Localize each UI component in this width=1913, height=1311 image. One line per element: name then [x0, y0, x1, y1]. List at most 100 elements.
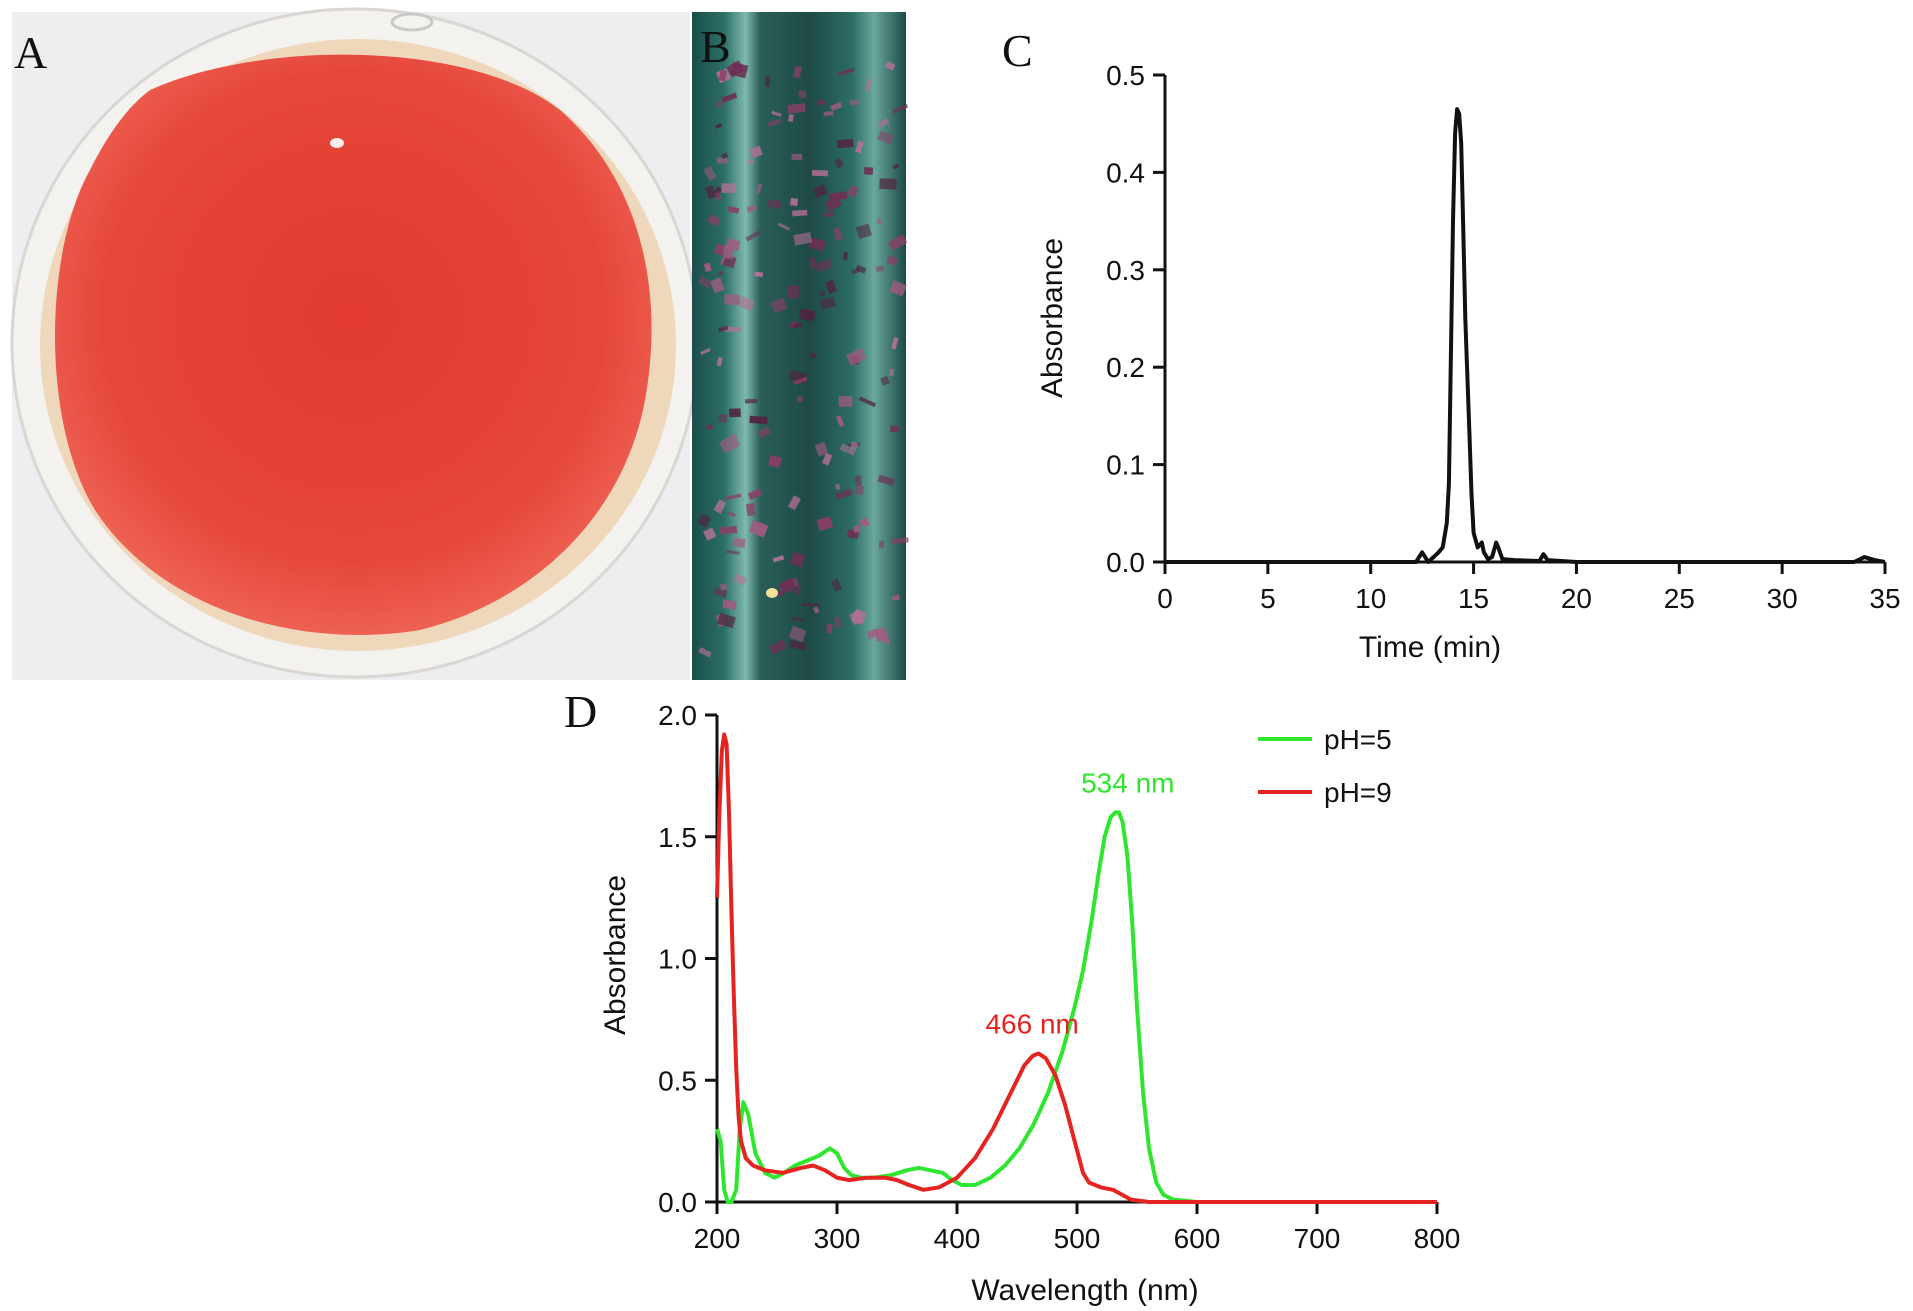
crystal-fleck — [875, 265, 885, 273]
panel-c-chromatogram: C 0 5 10 15 20 25 30 35 0.0 0.1 0.2 0.3 0.4 0.5 Time … — [1002, 25, 1901, 664]
crystal-fleck — [837, 67, 855, 77]
crystal-fleck — [855, 223, 873, 240]
crystal-fleck — [772, 555, 785, 563]
crystal-fleck — [771, 110, 782, 117]
crystal-fleck — [748, 519, 769, 538]
crystal-fleck — [716, 157, 728, 164]
legend-label-ph5: pH=5 — [1324, 724, 1392, 755]
crystal-fleck — [891, 337, 899, 350]
crystal-fleck — [793, 376, 808, 386]
panel-letter-d: D — [564, 686, 597, 737]
crystal-fleck — [881, 633, 891, 645]
crystal-fleck — [749, 145, 763, 159]
chart-d-ticks: 200 300 400 500 600 700 800 0.0 0.5 1.0 1.5 2.0 — [658, 700, 1460, 1254]
chart-d-series-ph9-line — [715, 732, 1437, 1204]
crystal-fleck — [834, 157, 845, 169]
chart-c-y-axis-title: Absorbance — [1036, 238, 1069, 398]
x-tick-label: 0 — [1157, 583, 1173, 614]
chart-d-y-axis-title: Absorbance — [599, 875, 632, 1035]
y-tick-label: 2.0 — [658, 700, 697, 731]
crystal-fleck — [747, 488, 763, 501]
crystal-fleck — [720, 92, 738, 104]
crystal-fleck — [725, 493, 742, 501]
crystal-fleck — [789, 551, 806, 568]
crystal-fleck — [770, 297, 788, 314]
crystal-fleck — [859, 517, 870, 528]
crystal-fleck — [838, 395, 853, 407]
crystal-fleck — [833, 616, 843, 628]
crystal-fleck — [843, 251, 848, 261]
crystal-fleck — [830, 101, 843, 111]
crystal-fleck — [822, 452, 833, 466]
crystal-fleck — [721, 183, 737, 194]
crystal-fleck — [757, 426, 772, 439]
crystal-fleck — [745, 230, 761, 242]
y-tick-label: 0.3 — [1106, 255, 1145, 286]
x-tick-label: 400 — [934, 1223, 981, 1254]
crystal-fleck — [703, 262, 712, 273]
crystal-fleck — [847, 185, 859, 198]
panel-letter-a: A — [14, 27, 47, 78]
crystal-fleck — [809, 352, 817, 359]
crystal-fleck — [892, 163, 900, 170]
x-tick-label: 600 — [1174, 1223, 1221, 1254]
crystal-fleck — [744, 398, 758, 404]
purple-crystals — [697, 60, 909, 658]
y-tick-label: 1.0 — [658, 944, 697, 975]
crystal-fleck — [797, 89, 807, 100]
crystal-fleck — [746, 204, 757, 213]
crystal-fleck — [790, 197, 799, 207]
crystal-fleck — [717, 612, 736, 629]
panel-letter-c: C — [1002, 25, 1033, 76]
chart-d-x-axis-title: Wavelength (nm) — [971, 1274, 1198, 1307]
crystal-fleck — [703, 165, 717, 182]
x-tick-label: 15 — [1458, 583, 1489, 614]
chart-c-series-line — [1165, 107, 1886, 564]
crystal-fleck — [720, 583, 729, 591]
crystal-fleck — [889, 280, 907, 297]
crystal-fleck — [725, 238, 741, 252]
crystal-fleck — [787, 495, 801, 511]
crystal-fleck — [719, 434, 741, 454]
crystal-fleck — [754, 271, 764, 278]
y-tick-label: 0.0 — [1106, 547, 1145, 578]
crystal-fleck — [851, 267, 861, 275]
crystal-fleck — [839, 443, 850, 453]
y-tick-label: 0.5 — [1106, 60, 1145, 91]
crystal-fleck — [777, 222, 791, 231]
crystal-fleck — [830, 578, 843, 592]
crystal-fleck — [845, 347, 867, 366]
crystal-fleck — [737, 295, 755, 312]
crystal-fleck — [878, 540, 885, 549]
crystal-fleck — [854, 475, 862, 487]
y-tick-label: 0.4 — [1106, 157, 1145, 188]
crystal-fleck — [703, 527, 717, 541]
x-tick-label: 300 — [814, 1223, 861, 1254]
crystal-fleck — [793, 65, 802, 79]
y-tick-label: 0.2 — [1106, 352, 1145, 383]
crystal-fleck — [858, 396, 877, 408]
chart-d-peak-label-466: 466 nm — [985, 1008, 1078, 1039]
crystal-fleck — [793, 231, 813, 246]
crystal-fleck — [697, 513, 712, 528]
crystal-fleck — [698, 646, 713, 658]
crystal-fleck — [824, 279, 838, 295]
crystal-fleck — [819, 296, 837, 310]
legend-label-ph9: pH=9 — [1324, 777, 1392, 808]
panel-a-petri-dish-photo: A — [10, 7, 700, 680]
crystal-fleck — [849, 99, 860, 106]
crystal-fleck — [733, 573, 747, 586]
crystal-fleck — [715, 101, 723, 108]
crystal-fleck — [876, 218, 882, 225]
crystal-fleck — [705, 184, 717, 200]
x-tick-label: 10 — [1355, 583, 1386, 614]
crystal-fleck — [700, 348, 711, 356]
crystal-fleck — [886, 255, 899, 267]
crystal-fleck — [854, 484, 865, 496]
chart-d-series-ph5-line — [715, 810, 1437, 1204]
crystal-fleck — [823, 110, 834, 116]
crystal-fleck — [717, 413, 728, 423]
crystal-fleck — [732, 537, 746, 549]
light-reflection — [330, 138, 344, 148]
